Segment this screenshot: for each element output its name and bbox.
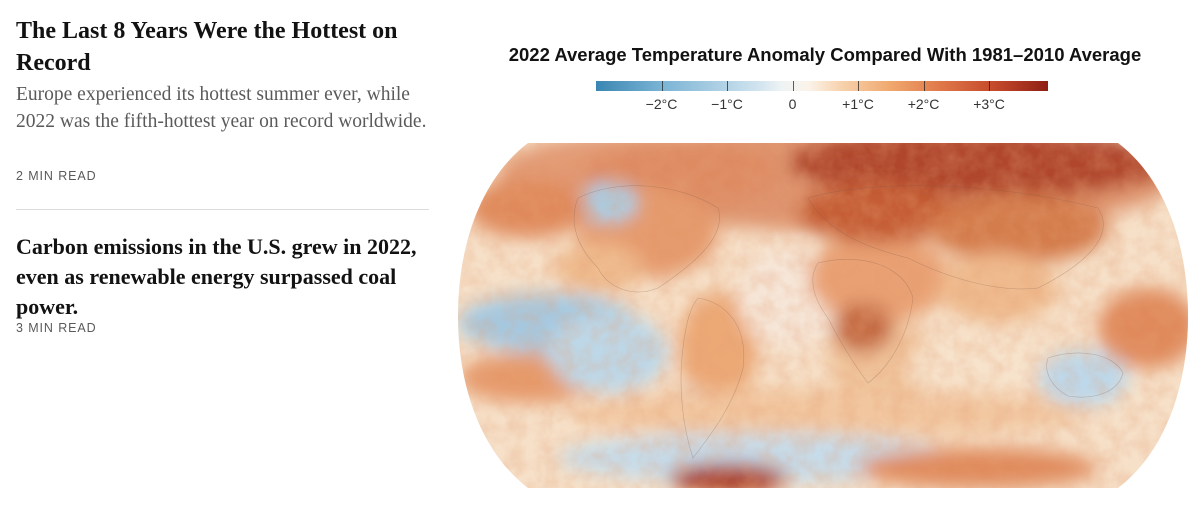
- world-map-graphic: [458, 143, 1188, 488]
- read-time-label: 2 MIN READ: [16, 169, 97, 183]
- legend-tick-mark: [792, 81, 794, 91]
- legend-color-bar: [596, 81, 1048, 91]
- temperature-anomaly-map: [458, 138, 1188, 498]
- article-headline-hottest-years[interactable]: The Last 8 Years Were the Hottest on Rec…: [16, 18, 398, 76]
- legend-tick-mark: [661, 81, 663, 91]
- article-headline-carbon-emissions[interactable]: Carbon emissions in the U.S. grew in 202…: [16, 234, 417, 319]
- legend-tick-mark: [858, 81, 860, 91]
- read-time-label: 3 MIN READ: [16, 321, 97, 335]
- legend-tick-label: +1°C: [842, 96, 874, 112]
- legend-tick-label: −1°C: [711, 96, 743, 112]
- color-legend: −2°C −1°C 0 +1°C +2°C +3°C: [596, 81, 1048, 121]
- legend-tick-label: 0: [788, 96, 797, 112]
- legend-tick-label: +3°C: [973, 96, 1005, 112]
- legend-tick-label: −2°C: [645, 96, 678, 112]
- legend-tick-mark: [923, 81, 925, 91]
- legend-tick-mark: [989, 81, 991, 91]
- legend-tick-label: +2°C: [907, 96, 940, 112]
- article-divider: [16, 209, 429, 210]
- article-summary: Europe experienced its hottest summer ev…: [16, 84, 427, 132]
- map-title: 2022 Average Temperature Anomaly Compare…: [508, 44, 1142, 65]
- legend-tick-mark: [727, 81, 728, 91]
